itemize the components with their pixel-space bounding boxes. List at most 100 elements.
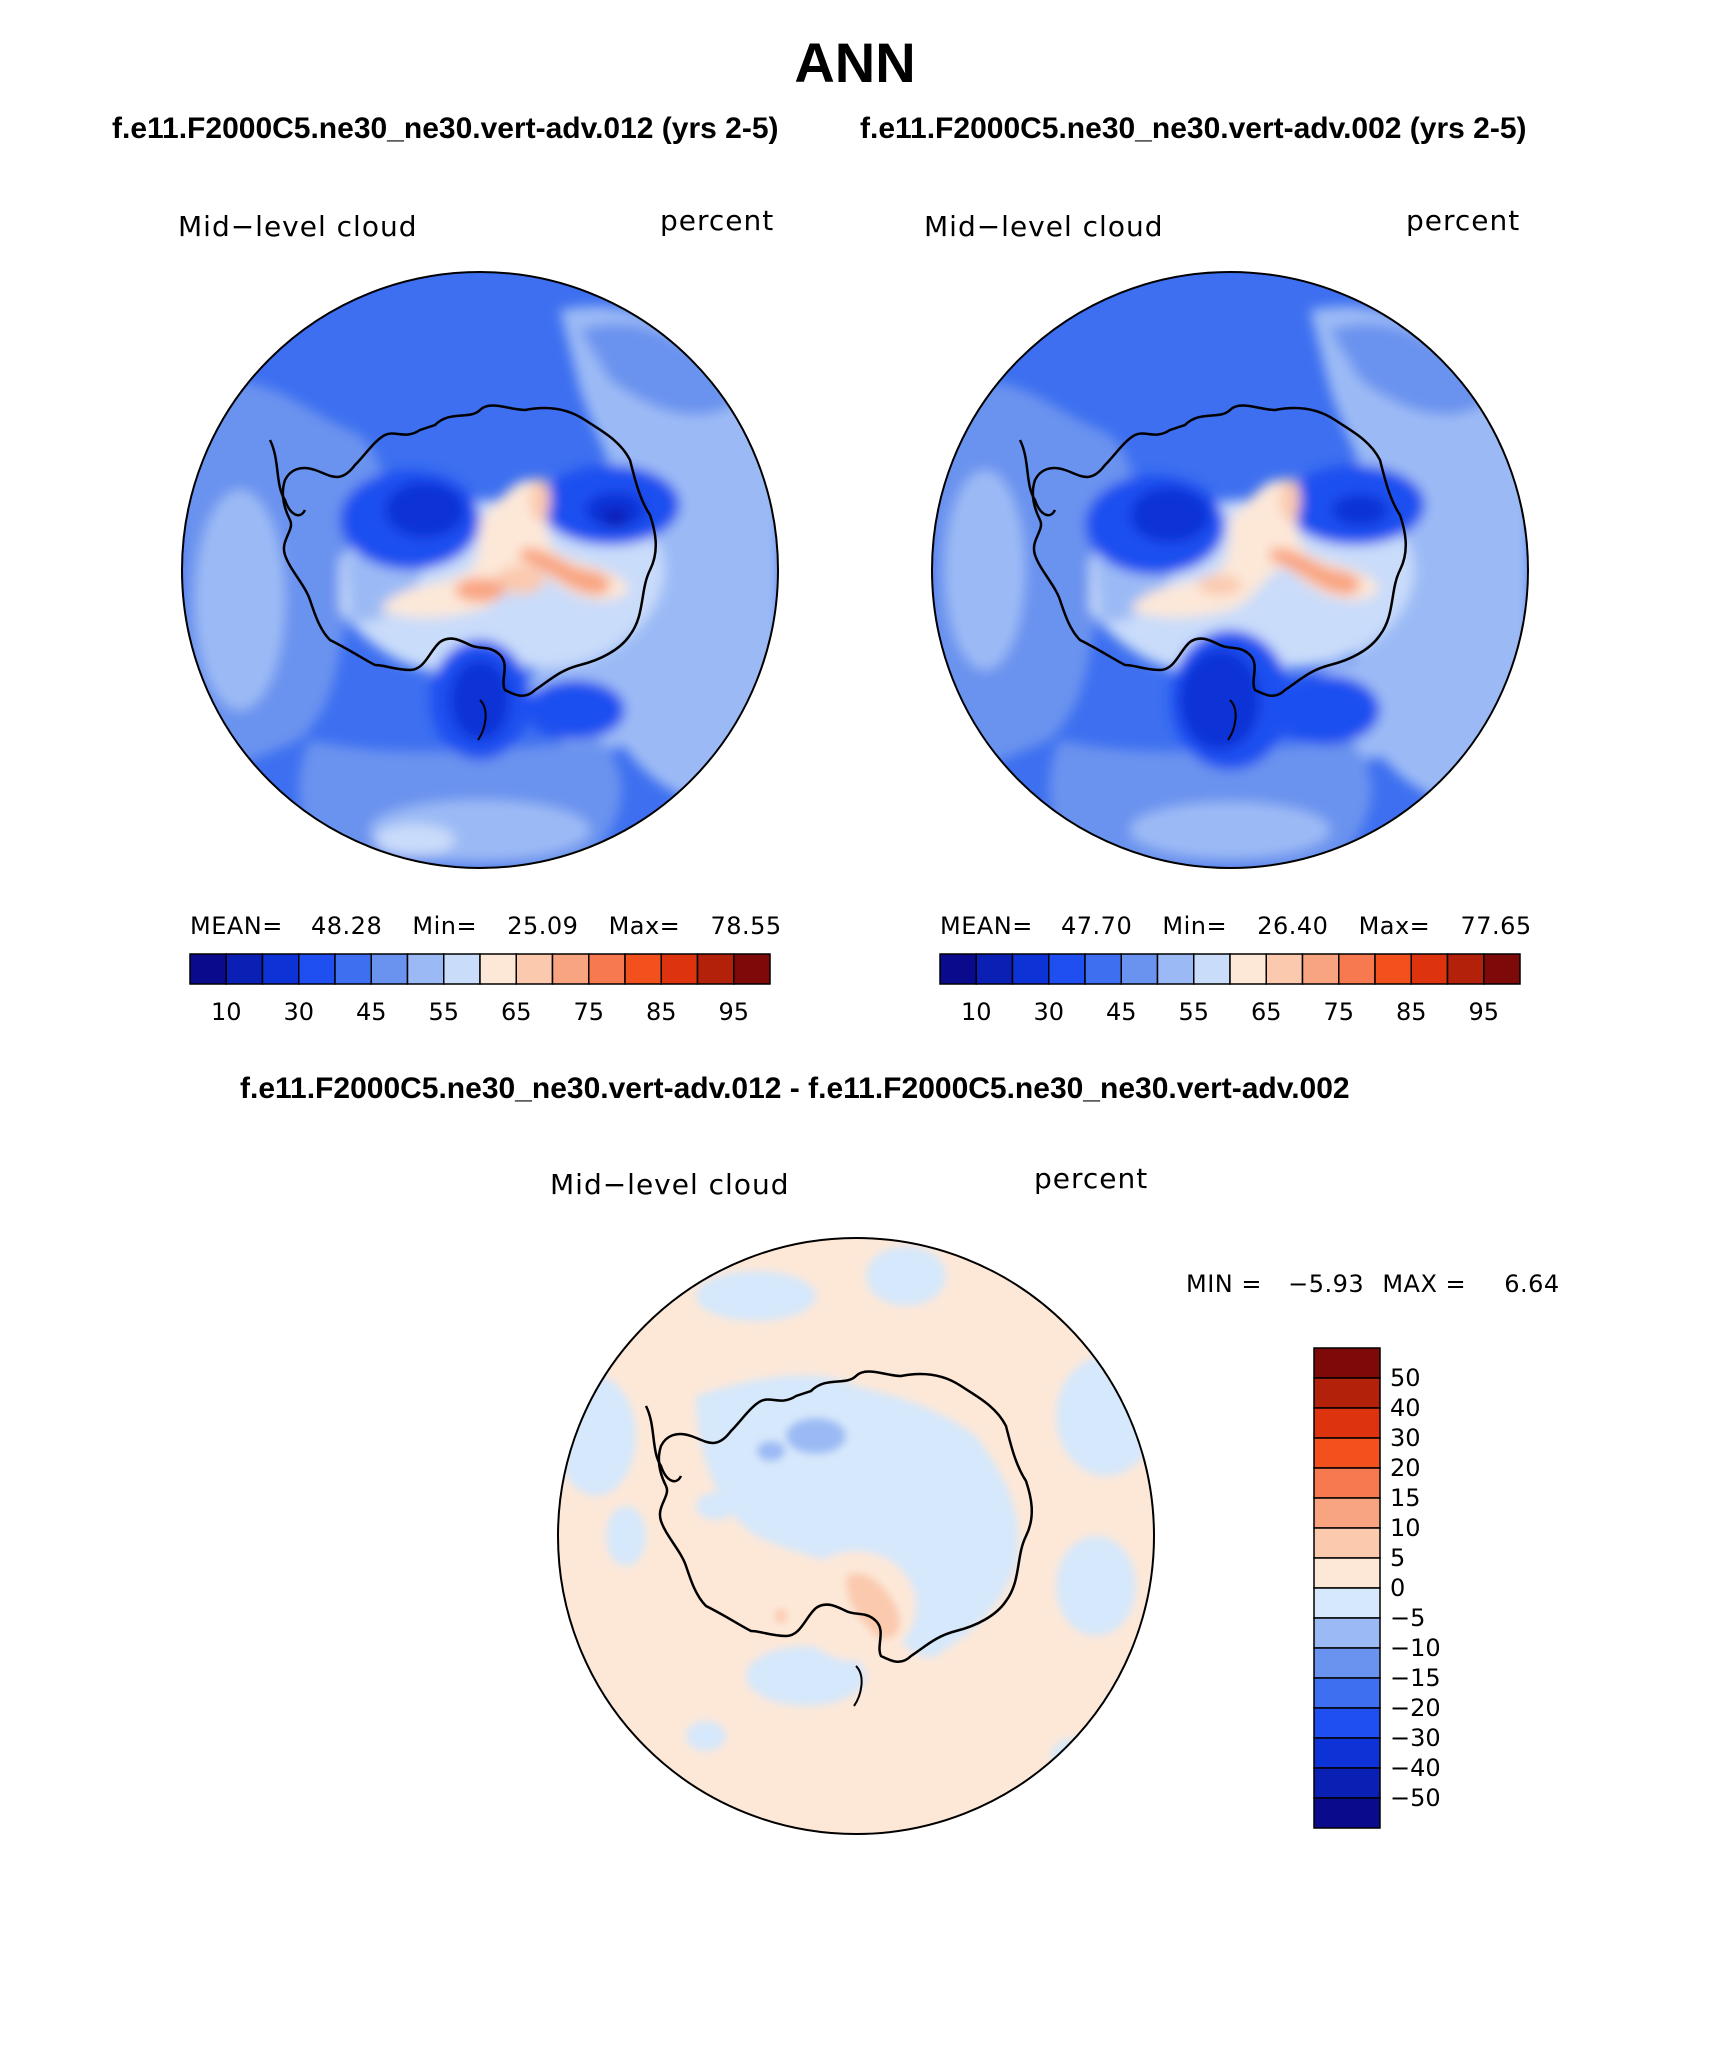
- panel1-colorbar: 10 30 45 55 65 75 85 95: [189, 953, 771, 1026]
- panel3-colorbar-swatch: [1313, 1707, 1381, 1739]
- panel3-colorbar-tick-label: 30: [1390, 1424, 1421, 1452]
- panel3-coastline: [657, 1370, 1033, 1663]
- panel3-colorbar-swatch: [1313, 1737, 1381, 1769]
- panel2-colorbar-swatch: [975, 953, 1014, 985]
- panel3-colorbar-tick-label: 15: [1390, 1484, 1421, 1512]
- panel3-colorbar-swatch: [1313, 1767, 1381, 1799]
- panel1-colorbar-tick-label: 10: [211, 998, 242, 1026]
- panel3-colorbar-swatch: [1313, 1677, 1381, 1709]
- panel1-colorbar-swatch: [443, 953, 481, 985]
- panel3-colorbar-tick-label: 50: [1390, 1364, 1421, 1392]
- panel3-colorbar-tick-label: 10: [1390, 1514, 1421, 1542]
- panel2-colorbar-swatch: [1338, 953, 1376, 985]
- panel1-colorbar-swatch: [588, 953, 626, 985]
- diff-case-title: f.e11.F2000C5.ne30_ne30.vert-adv.012 - f…: [240, 1072, 1350, 1105]
- panel2-colorbar-tick-label: 95: [1468, 998, 1499, 1026]
- panel3-colorbar-swatch: [1313, 1527, 1381, 1559]
- panel3-colorbar-tick-label: −20: [1390, 1694, 1441, 1722]
- panel2-colorbar-swatch: [1193, 953, 1231, 985]
- figure-title: ANN: [794, 31, 916, 94]
- panel3-colorbar-tick-label: −5: [1390, 1604, 1425, 1632]
- panel3-colorbar-swatch: [1313, 1497, 1381, 1529]
- panel3-colorbar-swatch: [1313, 1557, 1381, 1589]
- panel3-colorbar-swatch: [1313, 1617, 1381, 1649]
- panel2-colorbar-swatch: [1301, 953, 1340, 985]
- panel1-colorbar-tick-label: 45: [356, 998, 387, 1026]
- panel1-colorbar-tick-label: 30: [283, 998, 314, 1026]
- panel3-colorbar-tick-label: −15: [1390, 1664, 1441, 1692]
- panel2-colorbar-swatch: [1483, 953, 1521, 985]
- panel1-colorbar-swatch: [696, 953, 735, 985]
- panel1-stats: MEAN= 48.28 Min= 25.09 Max= 78.55: [190, 912, 782, 940]
- panel2-colorbar-swatch: [1156, 953, 1195, 985]
- panel2-mean-value: 47.70: [1061, 912, 1133, 940]
- panel3-max-value: 6.64: [1504, 1270, 1560, 1298]
- panel3-colorbar-swatch: [1313, 1377, 1381, 1409]
- panel2-colorbar-swatch: [1229, 953, 1267, 985]
- panel3-colorbar-tick-label: −50: [1390, 1784, 1441, 1812]
- right-case-title: f.e11.F2000C5.ne30_ne30.vert-adv.002 (yr…: [860, 112, 1527, 145]
- panel1-mean-value: 48.28: [311, 912, 383, 940]
- panel2-colorbar-tick-label: 75: [1323, 998, 1354, 1026]
- panel2-max-value: 77.65: [1460, 912, 1532, 940]
- panel3-max-label: MAX =: [1382, 1270, 1467, 1298]
- panel1-colorbar-swatch: [261, 953, 300, 985]
- panel1-colorbar-swatch: [660, 953, 699, 985]
- panel2-colorbar-swatch: [1084, 953, 1122, 985]
- panel1-cloud-field: [182, 272, 778, 868]
- panel3-colorbar-swatch: [1313, 1347, 1381, 1379]
- panel2-coastline: [1031, 404, 1407, 697]
- panel2-colorbar-tick-label: 45: [1106, 998, 1137, 1026]
- panel1-colorbar-swatch: [225, 953, 264, 985]
- panel2-colorbar-tick-label: 65: [1251, 998, 1282, 1026]
- panel2-colorbar-swatch: [1011, 953, 1050, 985]
- panel3-min-value: −5.93: [1288, 1270, 1365, 1298]
- panel2-colorbar: 10 30 45 55 65 75 85 95: [939, 953, 1521, 1026]
- panel1-colorbar-swatch: [515, 953, 554, 985]
- panel1-colorbar-swatch: [624, 953, 662, 985]
- panel3-colorbar-tick-label: −30: [1390, 1724, 1441, 1752]
- panel3-colorbar-tick-label: −40: [1390, 1754, 1441, 1782]
- panel1-colorbar-swatch: [551, 953, 590, 985]
- panel2-map: [931, 271, 1529, 869]
- panel1-colorbar-swatch: [406, 953, 445, 985]
- panel2-colorbar-swatch: [1265, 953, 1304, 985]
- panel1-mean-label: MEAN=: [190, 912, 283, 940]
- panel3-units-label: percent: [1034, 1162, 1149, 1195]
- panel2-colorbar-swatch: [1446, 953, 1485, 985]
- panel1-colorbar-swatch: [334, 953, 372, 985]
- panel2-min-value: 26.40: [1257, 912, 1329, 940]
- panel1-coastline: [281, 404, 657, 697]
- panel3-variable-label: Mid−level cloud: [550, 1168, 790, 1201]
- panel2-colorbar-swatch: [1374, 953, 1412, 985]
- panel1-min-value: 25.09: [507, 912, 579, 940]
- panel1-colorbar-tick-label: 75: [573, 998, 604, 1026]
- panel3-colorbar-tick-label: −10: [1390, 1634, 1441, 1662]
- panel3-diff-field: [558, 1238, 1154, 1834]
- panel1-units-label: percent: [660, 204, 775, 237]
- panel2-colorbar-tick-label: 85: [1396, 998, 1427, 1026]
- panel3-colorbar-swatch: [1313, 1587, 1381, 1619]
- panel2-min-label: Min=: [1162, 912, 1228, 940]
- panel2-variable-label: Mid−level cloud: [924, 210, 1164, 243]
- panel3-colorbar-swatch: [1313, 1467, 1381, 1499]
- panel3-colorbar-tick-label: 20: [1390, 1454, 1421, 1482]
- panel3-colorbar-tick-label: 5: [1390, 1544, 1405, 1572]
- panel2-colorbar-swatch: [1410, 953, 1449, 985]
- panel1-min-label: Min=: [412, 912, 478, 940]
- panel3-colorbar-swatch: [1313, 1407, 1381, 1439]
- panel3-colorbar-swatch: [1313, 1647, 1381, 1679]
- panel2-colorbar-tick-label: 30: [1033, 998, 1064, 1026]
- panel1-variable-label: Mid−level cloud: [178, 210, 418, 243]
- panel1-colorbar-tick-label: 55: [428, 998, 459, 1026]
- panel2-colorbar-swatch: [1048, 953, 1086, 985]
- panel1-colorbar-swatch: [298, 953, 336, 985]
- panel2-colorbar-swatch: [1120, 953, 1159, 985]
- panel2-max-label: Max=: [1358, 912, 1431, 940]
- panel2-cloud-field: [932, 272, 1528, 868]
- panel1-map: [181, 271, 779, 869]
- panel1-colorbar-tick-label: 95: [718, 998, 749, 1026]
- panel3-colorbar-swatch: [1313, 1797, 1381, 1829]
- panel2-units-label: percent: [1406, 204, 1521, 237]
